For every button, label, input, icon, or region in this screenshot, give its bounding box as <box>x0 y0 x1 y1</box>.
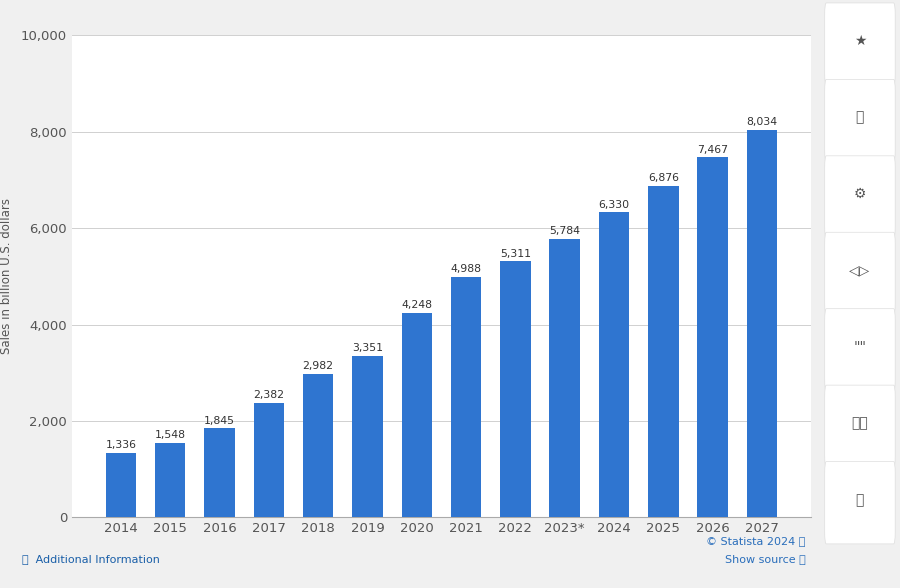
Bar <box>550 239 580 517</box>
FancyBboxPatch shape <box>824 79 896 162</box>
Bar <box>105 453 136 517</box>
Text: 🔔: 🔔 <box>856 111 864 125</box>
Text: ⓘ  Additional Information: ⓘ Additional Information <box>22 554 160 564</box>
Text: 🇪🇸: 🇪🇸 <box>851 416 868 430</box>
Text: 6,876: 6,876 <box>648 173 679 183</box>
Text: 2,382: 2,382 <box>253 390 284 400</box>
Text: 🖨: 🖨 <box>856 493 864 507</box>
Bar <box>204 429 235 517</box>
FancyBboxPatch shape <box>824 3 896 85</box>
Bar <box>254 403 284 517</box>
FancyBboxPatch shape <box>824 462 896 544</box>
Text: 1,548: 1,548 <box>155 430 185 440</box>
Bar <box>698 158 728 517</box>
Bar <box>598 212 629 517</box>
Text: 1,845: 1,845 <box>204 416 235 426</box>
Bar <box>352 356 382 517</box>
Bar <box>303 373 333 517</box>
Y-axis label: Sales in billion U.S. dollars: Sales in billion U.S. dollars <box>0 198 13 355</box>
Text: ⚙: ⚙ <box>854 187 866 201</box>
Bar <box>500 261 531 517</box>
Text: 8,034: 8,034 <box>746 118 778 128</box>
Text: 7,467: 7,467 <box>698 145 728 155</box>
FancyBboxPatch shape <box>824 385 896 467</box>
Text: 5,784: 5,784 <box>549 226 580 236</box>
FancyBboxPatch shape <box>824 232 896 315</box>
Text: © Statista 2024 🏴: © Statista 2024 🏴 <box>706 536 806 546</box>
Text: ◁▷: ◁▷ <box>850 263 870 278</box>
FancyBboxPatch shape <box>824 309 896 391</box>
Text: 1,336: 1,336 <box>105 440 137 450</box>
Bar <box>155 443 185 517</box>
Text: 2,982: 2,982 <box>302 361 334 371</box>
Bar <box>747 130 778 517</box>
Text: 6,330: 6,330 <box>598 199 630 209</box>
Bar <box>648 186 679 517</box>
Text: ★: ★ <box>854 34 866 48</box>
Text: 4,988: 4,988 <box>451 264 482 274</box>
FancyBboxPatch shape <box>824 156 896 238</box>
Bar <box>401 313 432 517</box>
Text: "": "" <box>853 340 867 354</box>
Text: 3,351: 3,351 <box>352 343 383 353</box>
Text: Show source ⓘ: Show source ⓘ <box>724 554 806 564</box>
Text: 5,311: 5,311 <box>500 249 531 259</box>
Bar <box>451 277 482 517</box>
Text: 4,248: 4,248 <box>401 300 432 310</box>
